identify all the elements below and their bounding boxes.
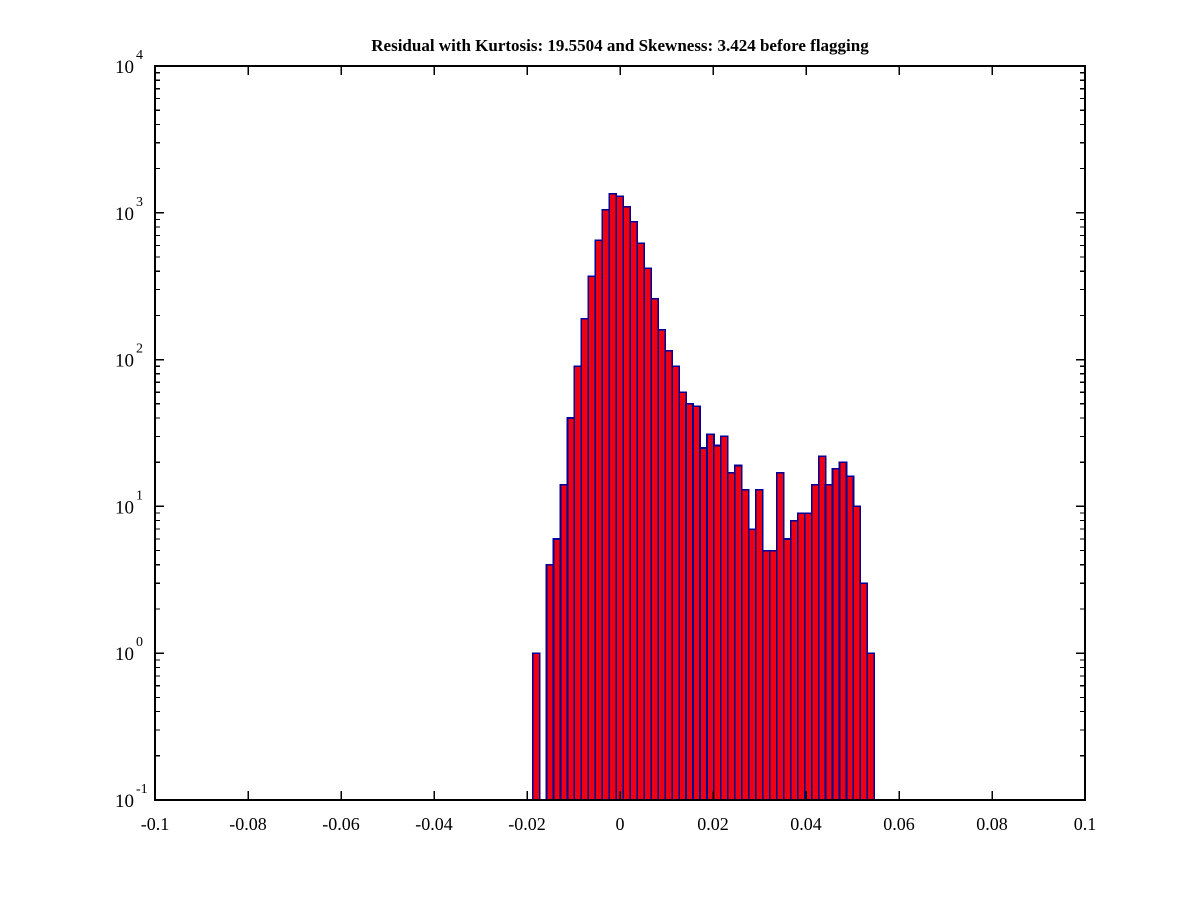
histogram-bar: [706, 433, 715, 801]
histogram-bar: [866, 652, 876, 801]
x-tick-label: -0.06: [322, 814, 360, 834]
histogram-bar: [559, 484, 569, 801]
histogram-bar: [824, 484, 834, 801]
histogram-bar: [775, 471, 785, 801]
histogram-bar: [831, 468, 841, 801]
histogram-bar: [740, 488, 750, 801]
histogram-bar: [594, 239, 604, 801]
histogram-bar: [552, 538, 562, 801]
histogram-bar: [685, 402, 694, 801]
histogram-bar: [566, 417, 576, 801]
histogram-bar: [859, 582, 869, 801]
histogram-bar: [678, 391, 687, 801]
y-tick-label-base: 10: [115, 57, 134, 78]
y-tick-label-exponent: 0: [136, 635, 143, 650]
histogram-bar: [734, 464, 743, 801]
histogram-bar: [782, 538, 792, 801]
histogram-bar: [545, 563, 555, 801]
histogram-bar: [643, 267, 653, 801]
histogram-bar: [713, 444, 722, 801]
x-tick-label: 0.08: [976, 814, 1008, 834]
histogram-bar: [636, 242, 646, 801]
y-tick-label-base: 10: [115, 204, 134, 225]
histogram-bar: [657, 328, 666, 801]
histogram-bar: [796, 512, 806, 801]
x-tick-label: -0.02: [508, 814, 546, 834]
histogram-bar: [720, 435, 729, 801]
histogram-bar: [622, 205, 632, 801]
y-tick-label-base: 10: [115, 351, 134, 372]
histogram-bar: [601, 208, 611, 801]
y-tick-label-base: 10: [115, 644, 134, 665]
x-tick-label: -0.08: [229, 814, 267, 834]
histogram-bar: [664, 349, 673, 801]
histogram-bar: [671, 365, 680, 801]
histogram-bar: [747, 528, 757, 801]
y-tick-label-exponent: 1: [136, 488, 143, 503]
x-tick-label: 0.06: [883, 814, 915, 834]
y-tick-label-exponent: 2: [136, 342, 143, 357]
y-tick-label-exponent: -1: [136, 782, 148, 797]
histogram-bar: [817, 455, 827, 801]
histogram-bar: [699, 447, 708, 801]
histogram-bar: [650, 297, 660, 801]
x-tick-label: 0: [616, 814, 625, 834]
histogram-bar: [768, 549, 778, 801]
histogram-bar: [580, 317, 590, 801]
histogram-bar: [587, 275, 597, 801]
histogram-bar: [531, 652, 541, 801]
histogram-bar: [573, 365, 583, 801]
histogram-bar: [692, 405, 701, 801]
x-tick-label: -0.1: [141, 814, 170, 834]
histogram-bar: [803, 512, 813, 801]
x-tick-label: 0.04: [790, 814, 822, 834]
x-tick-label: 0.02: [697, 814, 729, 834]
histogram-bar: [789, 519, 799, 801]
x-tick-label: -0.04: [415, 814, 453, 834]
histogram-bar: [727, 471, 736, 801]
chart-title: Residual with Kurtosis: 19.5504 and Skew…: [371, 36, 869, 55]
histogram-bar: [629, 220, 639, 801]
y-tick-label-base: 10: [115, 497, 134, 518]
y-tick-label-exponent: 4: [136, 48, 143, 63]
histogram-bar: [810, 484, 820, 801]
y-tick-label-exponent: 3: [136, 195, 143, 210]
histogram-bar: [852, 505, 862, 801]
y-tick-label-base: 10: [115, 791, 134, 812]
histogram-bar: [845, 475, 855, 801]
histogram-bar: [615, 195, 625, 801]
histogram-bar: [754, 488, 764, 801]
histogram-bar: [838, 461, 848, 801]
histogram-bar: [761, 549, 771, 801]
histogram-bar: [608, 192, 618, 801]
x-tick-label: 0.1: [1074, 814, 1097, 834]
